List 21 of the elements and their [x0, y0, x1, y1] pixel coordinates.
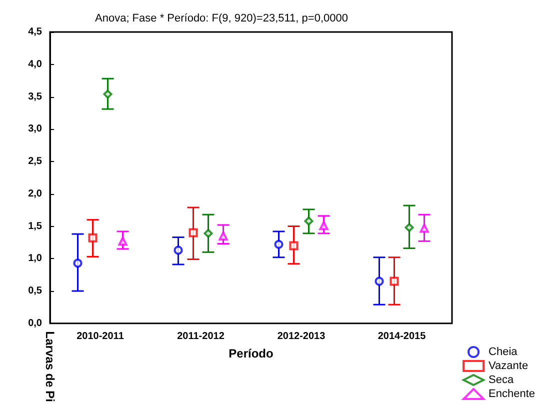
legend-label: Vazante: [488, 360, 528, 372]
y-tick-label: 4,0: [28, 58, 42, 70]
x-tick-label: 2011-2012: [177, 330, 225, 342]
y-tick-label: 4,5: [28, 26, 42, 38]
y-tick-label: 3,0: [28, 124, 42, 135]
x-tick-label: 2014-2015: [378, 330, 426, 342]
y-axis-title: Larvas de Pi: [43, 331, 57, 402]
x-axis-title: Período: [228, 346, 274, 360]
legend-label: Seca: [488, 374, 514, 386]
y-tick-label: 1,5: [28, 220, 42, 232]
x-tick-label: 2010-2011: [76, 330, 124, 342]
y-tick-label: 0,0: [28, 318, 42, 329]
y-tick-label: 1,0: [28, 253, 42, 264]
legend-label: Enchente: [488, 388, 536, 400]
chart-title: Anova; Fase * Período: F(9, 920)=23,511, p=0,0000: [95, 12, 348, 24]
x-tick-label: 2012-2013: [277, 330, 326, 342]
y-tick-label: 0,5: [28, 286, 42, 297]
y-tick-label: 2,5: [28, 156, 42, 168]
y-tick-label: 3,5: [28, 91, 42, 102]
y-tick-label: 2,0: [28, 188, 42, 200]
legend-label: Cheia: [488, 346, 518, 358]
